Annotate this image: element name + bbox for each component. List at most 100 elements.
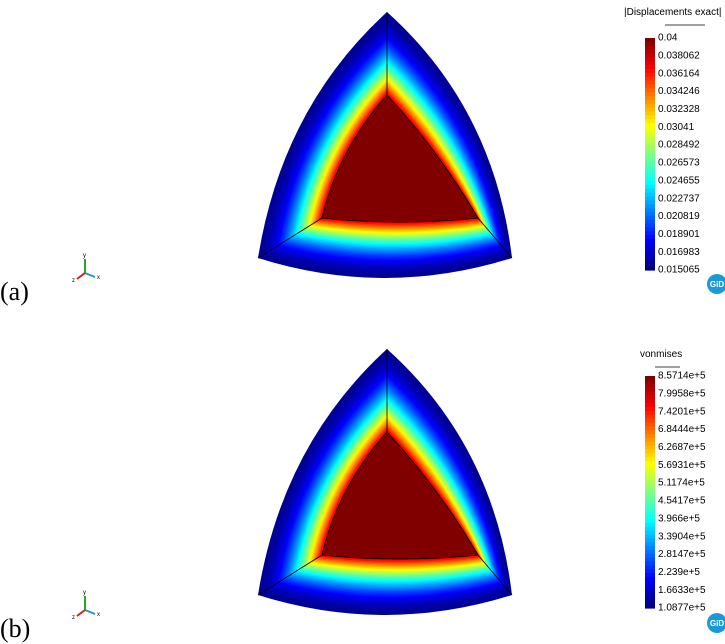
colorbar-segment [645,262,655,266]
triad-axis [77,610,85,616]
colorbar-segment [645,453,655,457]
colorbar-segment [645,247,655,251]
colorbar-segment [645,430,655,434]
colorbar-segment [645,419,655,423]
colorbar-segment [645,504,655,508]
triad-label: x [97,275,100,281]
colorbar-segment [645,577,655,581]
legend-tick-label: 7.4201e+5 [658,406,706,417]
colorbar-segment [645,376,655,380]
colorbar-segment [645,434,655,438]
colorbar-segment [645,227,655,231]
colorbar-segment [645,81,655,85]
colorbar-segment [645,469,655,473]
legend-tick-label: 0.038062 [658,50,700,61]
colorbar-segment [645,488,655,492]
colorbar-segment [645,220,655,224]
colorbar-segment [645,535,655,539]
colorbar-segment [645,100,655,104]
colorbar-segment [645,92,655,96]
colorbar-segment [645,142,655,146]
colorbar-segment [645,154,655,158]
colorbar-segment [645,146,655,150]
triad-label: z [72,615,75,621]
legend-tick-label: 2.239e+5 [658,567,700,578]
colorbar-segment [645,446,655,450]
panel-label: (b) [0,614,30,643]
colorbar-segment [645,515,655,519]
colorbar-segment [645,162,655,166]
legend-tick-label: 8.5714e+5 [658,371,706,382]
colorbar-segment [645,538,655,542]
colorbar-segment [645,65,655,69]
legend-tick-label: 0.018901 [658,229,700,240]
colorbar-segment [645,415,655,419]
legend-tick-label: 1.6633e+5 [658,585,706,596]
legend-tick-label: 3.966e+5 [658,513,700,524]
colorbar-segment [645,127,655,131]
figure: (a)yxz|Displacements exact|0.040.0380620… [0,0,725,644]
colorbar-segment [645,550,655,554]
triad-label: y [83,590,86,596]
colorbar-segment [645,181,655,185]
triad-axis [77,273,85,279]
colorbar-segment [645,135,655,139]
colorbar-segment [645,177,655,181]
colorbar-segment [645,42,655,46]
colorbar-segment [645,266,655,270]
triad-axis [85,610,95,614]
colorbar-segment [645,593,655,597]
colorbar-segment [645,239,655,243]
colorbar-segment [645,457,655,461]
colorbar-segment [645,96,655,100]
colorbar-segment [645,477,655,481]
colorbar-segment [645,569,655,573]
colorbar-segment [645,150,655,154]
colorbar-segment [645,442,655,446]
colorbar-segment [645,600,655,604]
logo-text: GiD [710,280,724,289]
colorbar-segment [645,480,655,484]
legend-tick-label: 0.026573 [658,158,700,169]
colorbar-segment [645,395,655,399]
colorbar-segment [645,251,655,255]
colorbar-segment [645,200,655,204]
triad-label: y [83,253,86,259]
colorbar-segment [645,235,655,239]
colorbar-segment [645,108,655,112]
colorbar-segment [645,189,655,193]
colorbar-segment [645,542,655,546]
triad-label: z [72,278,75,284]
colorbar-segment [645,197,655,201]
legend-tick-label: 6.8444e+5 [658,424,706,435]
legend-tick-label: 0.024655 [658,175,700,186]
colorbar-segment [645,139,655,143]
legend-tick-label: 3.3904e+5 [658,531,706,542]
legend-tick-label: 6.2687e+5 [658,442,706,453]
colorbar-segment [645,158,655,162]
legend-tick-label: 0.034246 [658,86,700,97]
colorbar-segment [645,69,655,73]
legend-tick-label: 5.6931e+5 [658,460,706,471]
legend-tick-label: 0.03041 [658,122,695,133]
legend-tick-label: 0.028492 [658,140,700,151]
colorbar-segment [645,554,655,558]
colorbar-segment [645,581,655,585]
colorbar-segment [645,573,655,577]
colorbar-segment [645,565,655,569]
colorbar-segment [645,523,655,527]
colorbar-segment [645,61,655,65]
colorbar-segment [645,384,655,388]
colorbar-segment [645,243,655,247]
legend-title: vonmises [640,349,682,360]
colorbar-segment [645,115,655,119]
colorbar-segment [645,169,655,173]
colorbar-segment [645,496,655,500]
colorbar-segment [645,119,655,123]
legend-title: |Displacements exact| [624,7,721,18]
colorbar-segment [645,173,655,177]
colorbar-segment [645,185,655,189]
colorbar-segment [645,465,655,469]
colorbar-segment [645,166,655,170]
legend-tick-label: 1.0877e+5 [658,603,706,614]
